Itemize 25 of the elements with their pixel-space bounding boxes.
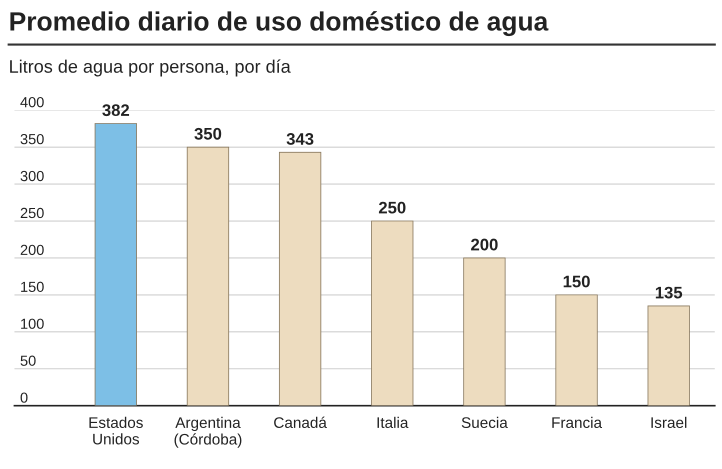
x-tick-label: Israel xyxy=(651,416,686,428)
x-tick-label: Canadá xyxy=(274,416,327,428)
y-tick-label: 300 xyxy=(20,170,44,182)
y-tick-label: 0 xyxy=(20,392,28,403)
y-tick-label: 50 xyxy=(20,356,36,366)
data-label: 200 xyxy=(471,238,498,250)
data-label: 250 xyxy=(378,202,406,214)
y-tick-label: 100 xyxy=(21,318,44,329)
y-tick-label: 400 xyxy=(20,97,44,108)
y-tick-label: 250 xyxy=(20,208,44,218)
data-label: 343 xyxy=(286,133,314,145)
x-tick-label: Argentina (Córdoba) xyxy=(174,416,242,448)
y-tick-label: 350 xyxy=(20,134,44,144)
x-tick-label: Estados Unidos xyxy=(89,416,143,444)
chart-title: Promedio diario de uso doméstico de agua xyxy=(10,11,548,36)
data-label: 135 xyxy=(656,286,682,299)
x-tick-label: Suecia xyxy=(462,416,508,428)
data-label: 350 xyxy=(194,128,222,140)
y-tick-label: 150 xyxy=(21,282,44,292)
x-tick-label: Italia xyxy=(378,416,408,428)
data-label: 150 xyxy=(564,276,590,288)
y-tick-label: 200 xyxy=(20,244,44,256)
chart-subtitle: Litros de agua por persona, por día xyxy=(10,59,291,76)
x-tick-label: Francia xyxy=(552,416,602,428)
data-label: 382 xyxy=(102,104,130,116)
